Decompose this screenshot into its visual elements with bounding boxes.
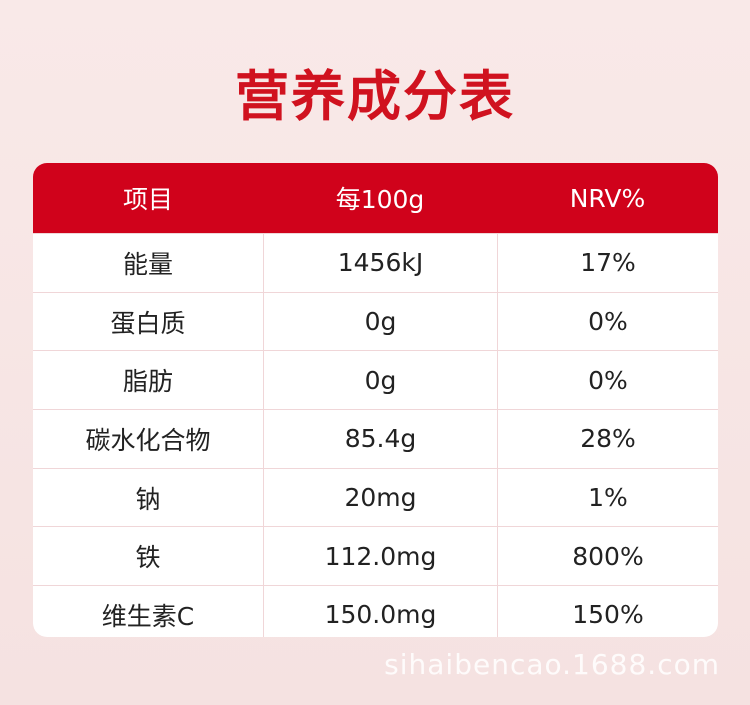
table-cell: 能量 bbox=[122, 249, 173, 279]
table-cell: 0% bbox=[497, 351, 718, 410]
table-cell: 铁 bbox=[135, 543, 161, 573]
header-row: 项目 每100g NRV% bbox=[33, 163, 718, 233]
table-cell: 0% bbox=[497, 292, 718, 351]
table-cell: 85.4g bbox=[263, 410, 497, 468]
table-row: 能量 1456kJ 17% bbox=[33, 233, 718, 292]
table-cell: 1456kJ bbox=[263, 234, 497, 292]
table-cell: 112.0mg bbox=[263, 527, 497, 586]
table-cell: 钠 bbox=[135, 484, 161, 514]
watermark: sihaibencao.1688.com bbox=[384, 648, 720, 681]
table-cell: 17% bbox=[497, 234, 718, 292]
table-cell: 800% bbox=[497, 527, 718, 586]
table-cell: 28% bbox=[497, 410, 718, 468]
header-cell: NRV% bbox=[569, 183, 646, 213]
table-cell: 维生素C bbox=[101, 601, 195, 631]
table-cell: 0g bbox=[263, 292, 497, 351]
table-cell: 0g bbox=[263, 351, 497, 410]
table-row: 碳水化合物 85.4g 28% bbox=[33, 409, 718, 468]
table-row: 蛋白质 0g 0% bbox=[33, 291, 718, 351]
table-cell: 脂肪 bbox=[122, 367, 173, 397]
table-row: 铁 112.0mg 800% bbox=[33, 526, 718, 586]
table-cell: 蛋白质 bbox=[110, 308, 186, 338]
table-cell: 150% bbox=[497, 586, 718, 637]
header-cell: 项目 bbox=[122, 185, 173, 214]
table-cell: 1% bbox=[497, 468, 718, 527]
table-row: 维生素C 150.0mg 150% bbox=[33, 585, 718, 637]
title: 营养成分表 bbox=[235, 65, 515, 128]
table-row: 脂肪 0g 0% bbox=[33, 350, 718, 410]
header-cell: 每100g bbox=[335, 185, 425, 214]
table-cell: 碳水化合物 bbox=[85, 425, 211, 455]
table-cell: 150.0mg bbox=[263, 586, 497, 637]
table-row: 钠 20mg 1% bbox=[33, 467, 718, 527]
nutrition-table: 项目 每100g NRV% 能量 1456kJ 17% 蛋白质 0g 0% 脂肪 0g 0% 碳水化合物… bbox=[33, 163, 718, 637]
table-cell: 20mg bbox=[263, 468, 497, 527]
